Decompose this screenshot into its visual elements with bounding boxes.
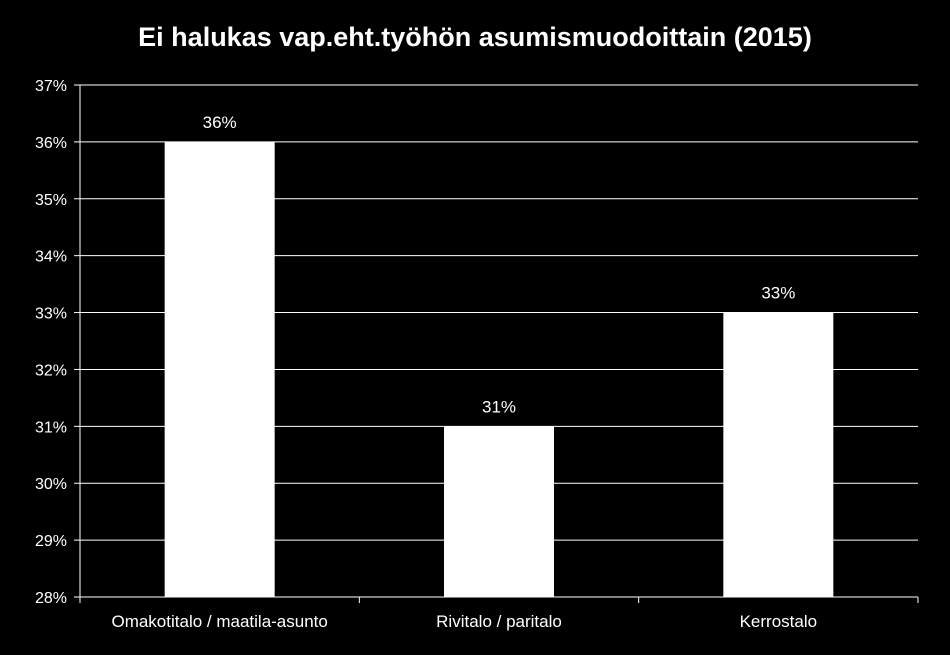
bar [723, 312, 834, 597]
y-tick-label: 28% [35, 590, 67, 607]
axes [74, 84, 919, 603]
y-tick-label: 33% [35, 306, 67, 323]
bars [164, 141, 834, 597]
category-label: Rivitalo / paritalo [436, 612, 562, 631]
y-tick-label: 30% [35, 476, 67, 493]
y-tick-label: 34% [35, 249, 67, 266]
y-tick-label: 32% [35, 362, 67, 379]
bar [444, 426, 554, 597]
y-tick-label: 36% [35, 135, 67, 152]
data-label: 36% [203, 113, 237, 132]
y-tick-labels: 28% 29% 30% 31% 32% 33% 34% 35% 36% 37% [35, 78, 67, 607]
y-tick-label: 35% [35, 192, 67, 209]
data-label: 33% [761, 284, 795, 303]
x-tick-labels: Omakotitalo / maatila-asunto Rivitalo / p… [111, 612, 817, 631]
category-label: Kerrostalo [740, 612, 817, 631]
category-label: Omakotitalo / maatila-asunto [111, 612, 327, 631]
y-tick-label: 37% [35, 78, 67, 95]
chart-title: Ei halukas vap.eht.työhön asumismuodoitt… [138, 22, 812, 52]
bar [164, 141, 275, 597]
data-labels: 36% 31% 33% [203, 113, 796, 416]
data-label: 31% [482, 397, 516, 416]
y-tick-label: 31% [35, 419, 67, 436]
y-tick-label: 29% [35, 533, 67, 550]
